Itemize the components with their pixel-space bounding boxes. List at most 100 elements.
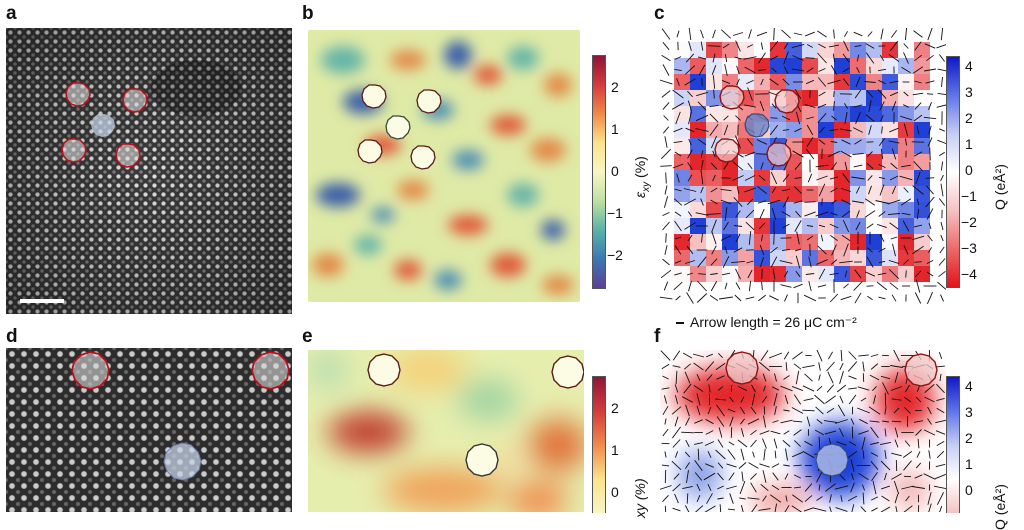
charge-cell xyxy=(850,138,866,154)
polarization-arrow xyxy=(917,451,920,457)
polarization-arrow xyxy=(673,366,681,368)
polarization-arrow xyxy=(673,508,681,511)
polarization-arrow xyxy=(892,421,901,422)
polarization-arrow xyxy=(698,274,706,275)
charge-cell xyxy=(818,74,834,90)
polarization-arrow xyxy=(941,184,943,197)
charge-cell xyxy=(786,266,802,282)
charge-cell xyxy=(882,250,898,266)
polarization-arrow xyxy=(792,386,803,390)
polarization-arrow xyxy=(828,352,832,359)
polarization-arrow xyxy=(774,439,777,449)
site-octagon-blue xyxy=(816,444,848,476)
strain-tick: 1 xyxy=(611,121,619,137)
polarization-arrow xyxy=(751,483,757,493)
polarization-arrow xyxy=(739,462,746,468)
strain-map-b-svg xyxy=(308,30,580,302)
polarization-arrow xyxy=(739,498,746,499)
polarization-arrow xyxy=(785,295,788,302)
polarization-arrow xyxy=(749,29,752,38)
polarization-arrow xyxy=(706,354,713,357)
charge-cell xyxy=(674,106,690,122)
charge-cell xyxy=(786,42,802,58)
polarization-arrow xyxy=(689,281,692,291)
polarization-arrow xyxy=(941,175,944,181)
panel-label-c: c xyxy=(654,3,665,25)
charge-cell xyxy=(786,218,802,234)
polarization-arrow xyxy=(735,295,741,301)
polarization-arrow xyxy=(749,281,750,291)
polarization-arrow xyxy=(774,231,775,244)
polarization-arrow xyxy=(818,285,826,287)
polarization-arrow xyxy=(937,140,946,144)
polarization-arrow xyxy=(804,295,816,301)
charge-cell xyxy=(770,58,786,74)
polarization-arrow xyxy=(891,453,901,456)
strain-unit: (%) xyxy=(632,156,648,182)
site-octagon xyxy=(715,139,739,162)
charge-cell xyxy=(674,74,690,90)
polarization-arrow xyxy=(803,386,814,391)
polarization-arrow xyxy=(736,283,740,290)
polarization-arrow xyxy=(928,419,932,425)
strain-tick-e: 0 xyxy=(611,484,619,500)
charge-cell xyxy=(882,58,898,74)
charge-cell xyxy=(786,58,802,74)
charge-cell xyxy=(802,106,818,122)
polarization-arrow xyxy=(663,259,670,265)
polarization-arrow xyxy=(728,509,735,510)
charge-cell xyxy=(882,122,898,138)
site-octagon-red xyxy=(72,352,109,389)
polarization-arrow xyxy=(720,504,721,512)
charge-cell xyxy=(882,90,898,106)
charge-cell xyxy=(818,90,834,106)
polarization-arrow xyxy=(939,152,944,156)
polarization-arrow xyxy=(716,450,726,459)
charge-cell xyxy=(770,250,786,266)
charge-cell xyxy=(834,234,850,250)
polarization-arrow xyxy=(872,386,876,390)
polarization-arrow xyxy=(857,408,870,413)
polarization-arrow xyxy=(871,355,878,357)
polarization-arrow xyxy=(854,281,863,290)
polarization-arrow xyxy=(941,235,943,241)
charge-cell xyxy=(674,138,690,154)
polarization-arrow xyxy=(851,504,854,512)
charge-cell xyxy=(754,58,770,74)
polarization-arrow xyxy=(685,506,689,513)
charge-map-f xyxy=(660,350,946,512)
polarization-arrow xyxy=(666,233,667,242)
polarization-arrow xyxy=(726,486,737,489)
polarization-arrow xyxy=(938,282,947,290)
polarization-arrow xyxy=(660,297,672,299)
polarization-arrow xyxy=(937,451,944,458)
polarization-arrow xyxy=(896,506,897,512)
polarization-arrow xyxy=(849,395,856,404)
polarization-arrow xyxy=(939,199,944,206)
site-octagon xyxy=(368,354,400,386)
polarization-arrow xyxy=(924,430,935,435)
polarization-arrow xyxy=(885,473,887,480)
charge-cell xyxy=(754,186,770,202)
polarization-arrow xyxy=(675,494,679,503)
polarization-arrow xyxy=(741,449,744,460)
charge-cell xyxy=(674,186,690,202)
charge-cell xyxy=(898,42,914,58)
polarization-arrow xyxy=(687,493,688,503)
charge-cell xyxy=(674,202,690,218)
polarization-arrow xyxy=(868,32,872,37)
polarization-arrow xyxy=(665,136,667,147)
polarization-arrow xyxy=(746,297,755,299)
polarization-arrow xyxy=(930,148,931,161)
charge-cell xyxy=(706,202,722,218)
charge-cell xyxy=(866,170,882,186)
polarization-arrow xyxy=(827,408,834,413)
scale-bar xyxy=(20,299,64,303)
charge-cell xyxy=(898,250,914,266)
charge-cell xyxy=(834,74,850,90)
charge-cell xyxy=(850,106,866,122)
polarization-arrow xyxy=(939,259,945,266)
charge-cell xyxy=(802,42,818,58)
polarization-arrow xyxy=(753,452,755,458)
polarization-arrow xyxy=(742,472,743,482)
